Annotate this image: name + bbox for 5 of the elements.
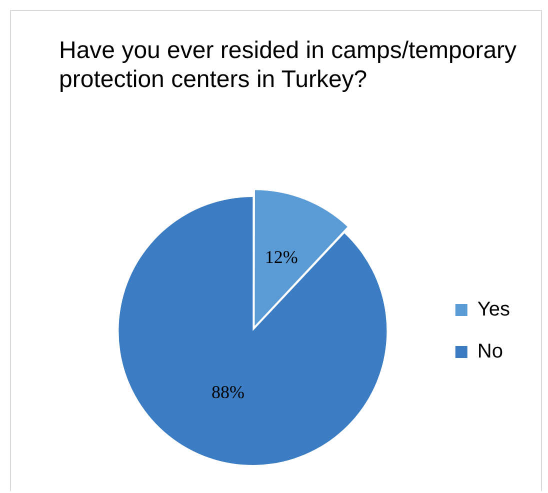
data-label: 88% [212,382,245,402]
data-label: 12% [264,247,298,268]
legend-label: No [477,340,503,363]
chart-title: Have you ever resided in camps/temporary protection centers in Turkey? [59,36,518,94]
legend-label: Yes [477,298,510,321]
